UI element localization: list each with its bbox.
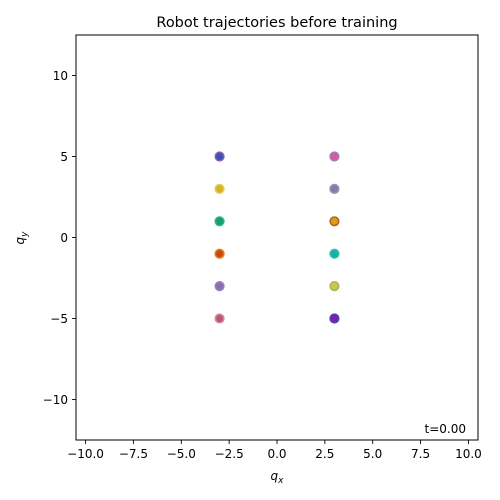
x-tick-label: 5.0 <box>363 447 382 461</box>
x-tick-label: 0.0 <box>267 447 286 461</box>
y-tick-label: −10 <box>43 393 68 407</box>
robot-point <box>329 281 340 292</box>
chart-title: Robot trajectories before training <box>156 15 397 31</box>
robot-point <box>329 313 340 324</box>
robot-point <box>329 216 340 227</box>
robot-point <box>214 216 225 227</box>
robot-point <box>214 281 225 292</box>
x-tick-label: −10.0 <box>67 447 104 461</box>
robot-point <box>214 151 225 162</box>
y-tick-label: 0 <box>60 231 68 245</box>
robot-point <box>329 248 340 259</box>
y-axis-label-subscript: y <box>20 231 30 238</box>
x-tick-label: −2.5 <box>215 447 244 461</box>
robot-point <box>214 248 225 259</box>
x-axis-label-subscript: x <box>277 476 284 486</box>
y-tick-label: 10 <box>53 69 68 83</box>
robot-point <box>329 183 340 194</box>
y-tick-label: 5 <box>60 150 68 164</box>
x-axis-ticks: −10.0 −7.5 −5.0 −2.5 0.0 2.5 5.0 7.5 10.0 <box>67 440 482 461</box>
robot-point <box>214 313 225 324</box>
y-axis-label-main: q <box>13 236 27 244</box>
x-tick-label: −5.0 <box>167 447 196 461</box>
x-axis-label-main: q <box>271 469 279 483</box>
x-tick-label: 10.0 <box>455 447 482 461</box>
y-tick-label: −5 <box>50 312 68 326</box>
y-axis-label: qy <box>13 231 30 245</box>
y-axis-ticks: −10 −5 0 5 10 <box>43 69 76 407</box>
x-tick-label: 7.5 <box>411 447 430 461</box>
x-tick-label: 2.5 <box>315 447 334 461</box>
time-annotation: t=0.00 <box>425 422 466 436</box>
x-axis-label: qx <box>271 469 285 486</box>
data-points <box>214 151 340 324</box>
robot-point <box>329 151 340 162</box>
x-tick-label: −7.5 <box>119 447 148 461</box>
robot-point <box>214 183 225 194</box>
